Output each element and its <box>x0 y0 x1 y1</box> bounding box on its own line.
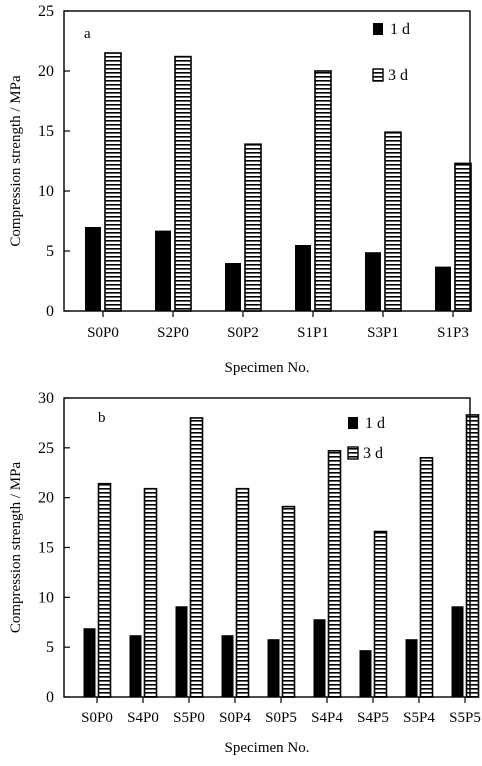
bar-1d-s0p0 <box>85 227 101 311</box>
y-tick-label: 30 <box>38 390 54 407</box>
bar-3d-s4p5 <box>373 530 388 698</box>
bar-1d-s4p5 <box>359 650 372 697</box>
x-axis-label: Specimen No. <box>225 360 310 376</box>
bar-1d-s4p0 <box>129 635 142 697</box>
bar-3d-s3p1 <box>384 131 402 312</box>
x-tick-label: S0P0 <box>81 710 113 726</box>
x-tick-label: S0P2 <box>227 325 259 341</box>
y-tick-label: 15 <box>38 540 54 557</box>
bar-3d-s5p4 <box>419 456 434 698</box>
bar-1d-s4p4 <box>313 619 326 697</box>
y-tick-label: 10 <box>38 589 54 606</box>
bar-1d-s0p2 <box>225 263 241 311</box>
y-tick-label: 20 <box>38 63 54 80</box>
chart-panel-a: S0P0 S2P0 S0P2 S1P1 S3P1 S1P3 0 5 10 15 20 25 a 1 d 3 … <box>8 3 472 376</box>
bar-1d-s2p0 <box>155 230 171 311</box>
y-tick-label: 20 <box>38 490 54 507</box>
x-tick-label: S4P5 <box>357 710 389 726</box>
x-tick-label: S2P0 <box>157 325 189 341</box>
panel-label: b <box>98 410 106 426</box>
bar-3d-s5p5 <box>465 414 480 698</box>
bar-1d-s1p1 <box>295 245 311 311</box>
bar-1d-s1p3 <box>435 266 451 311</box>
legend-swatch-3d <box>347 446 359 460</box>
y-tick-label: 25 <box>38 3 54 20</box>
bar-3d-s0p4 <box>235 487 250 698</box>
plot-frame <box>63 10 471 312</box>
x-tick-label: S1P1 <box>297 325 329 341</box>
panel-label: a <box>84 26 91 42</box>
chart-panel-b: S0P0 S4P0 S5P0 S0P4 S0P5 S4P4 S4P5 S5P4 S5P5 0 5 10… <box>8 390 481 756</box>
legend-label-1d: 1 d <box>365 415 385 432</box>
legend-label-3d: 3 d <box>388 67 408 84</box>
bar-1d-s5p5 <box>451 606 464 697</box>
x-tick-label: S4P4 <box>311 710 343 726</box>
bar-1d-s0p4 <box>221 635 234 697</box>
y-tick-label: 0 <box>46 303 54 320</box>
x-tick-label: S5P5 <box>449 710 481 726</box>
x-tick-label: S5P4 <box>403 710 435 726</box>
x-tick-label: S1P3 <box>437 325 469 341</box>
bar-1d-s3p1 <box>365 252 381 311</box>
legend-swatch-1d <box>348 417 358 429</box>
y-tick-label: 25 <box>38 440 54 457</box>
y-axis-label: Compression strength / MPa <box>8 462 24 634</box>
bar-3d-s1p3 <box>454 162 472 312</box>
bar-1d-s5p4 <box>405 639 418 697</box>
bar-3d-s1p1 <box>314 70 332 312</box>
bar-3d-s0p2 <box>244 143 262 312</box>
y-axis-label: Compression strength / MPa <box>8 75 24 247</box>
legend-label-1d: 1 d <box>390 21 410 38</box>
y-tick-label: 10 <box>38 183 54 200</box>
legend-label-3d: 3 d <box>363 445 383 462</box>
y-tick-label: 5 <box>46 243 54 260</box>
y-tick-label: 15 <box>38 123 54 140</box>
x-tick-label: S0P0 <box>87 325 119 341</box>
x-tick-label: S0P5 <box>265 710 297 726</box>
y-tick-label: 5 <box>46 639 54 656</box>
x-tick-label: S3P1 <box>367 325 399 341</box>
bar-3d-s5p0 <box>189 417 204 698</box>
x-tick-label: S4P0 <box>127 710 159 726</box>
bar-1d-s0p0 <box>83 628 96 697</box>
bar-3d-s4p4 <box>327 450 342 698</box>
bar-3d-s0p5 <box>281 505 296 698</box>
bar-1d-s5p0 <box>175 606 188 697</box>
bar-3d-s0p0 <box>104 52 122 312</box>
bar-3d-s0p0 <box>97 482 112 698</box>
legend-swatch-3d <box>372 68 384 82</box>
legend-swatch-1d <box>373 23 383 35</box>
bar-3d-s4p0 <box>143 487 158 698</box>
bar-1d-s0p5 <box>267 639 280 697</box>
x-axis-label: Specimen No. <box>225 740 310 756</box>
x-tick-label: S5P0 <box>173 710 205 726</box>
x-tick-label: S0P4 <box>219 710 251 726</box>
bar-3d-s2p0 <box>174 55 192 312</box>
y-tick-label: 0 <box>46 689 54 706</box>
